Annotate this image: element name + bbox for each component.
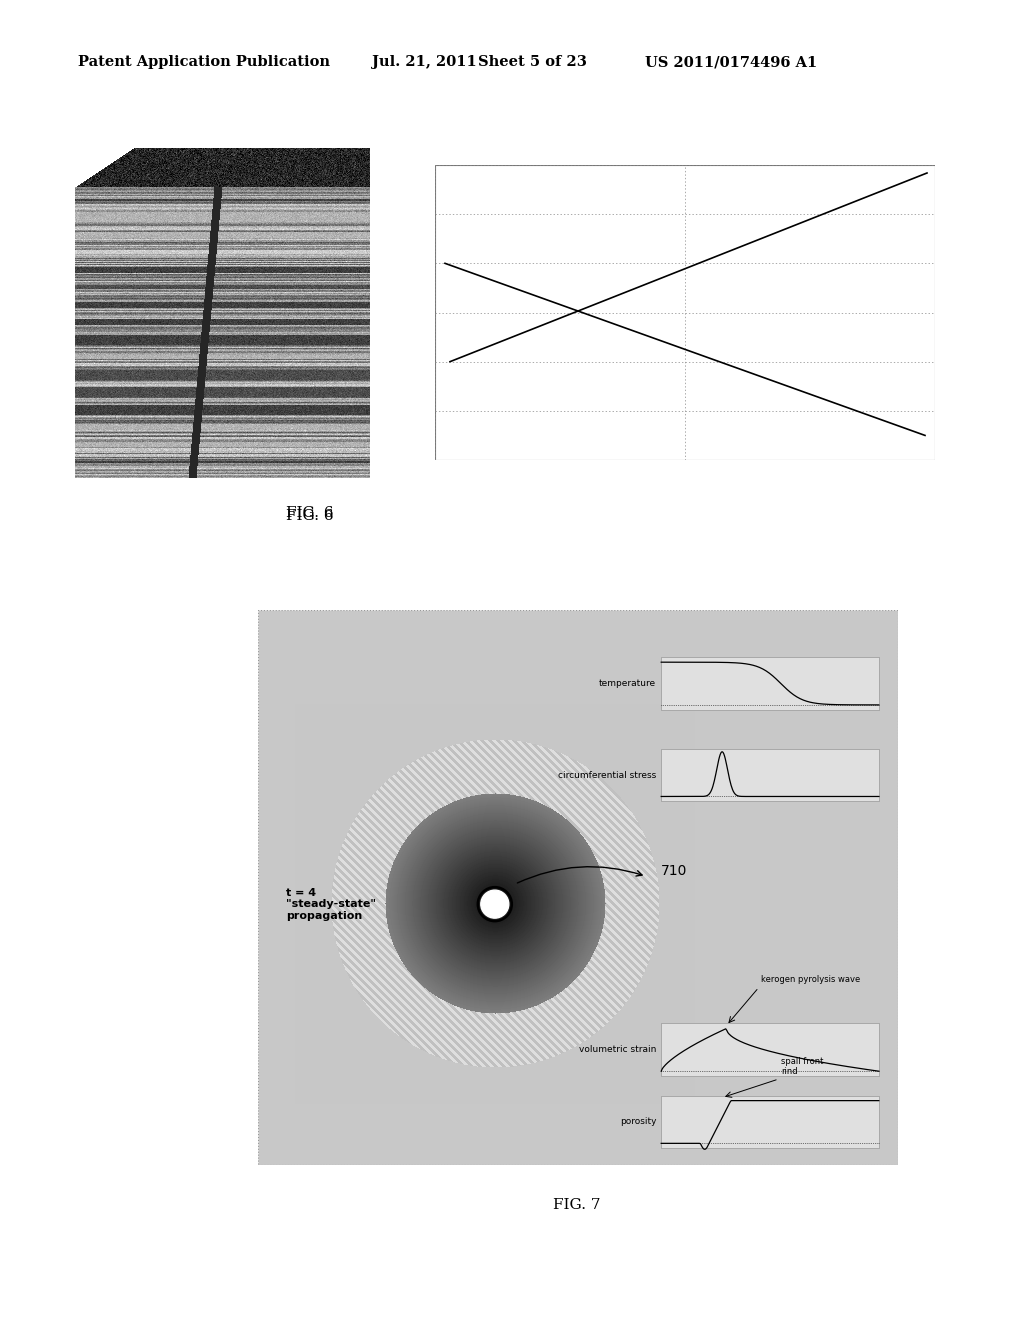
- Text: volumetric strain: volumetric strain: [579, 1045, 656, 1055]
- Text: FIG. 7: FIG. 7: [553, 1199, 601, 1212]
- Text: FIG. 6: FIG. 6: [286, 506, 334, 520]
- Circle shape: [481, 890, 509, 919]
- Text: porosity: porosity: [620, 1118, 656, 1126]
- Bar: [662, 1096, 879, 1148]
- Text: temperature: temperature: [599, 678, 656, 688]
- Text: Sheet 5 of 23: Sheet 5 of 23: [478, 55, 587, 69]
- Text: 710: 710: [662, 865, 687, 878]
- Text: US 2011/0174496 A1: US 2011/0174496 A1: [645, 55, 817, 69]
- Text: kerogen pyrolysis wave: kerogen pyrolysis wave: [761, 975, 860, 985]
- Bar: [662, 1023, 879, 1076]
- Text: t = 4
"steady-state"
propagation: t = 4 "steady-state" propagation: [286, 887, 376, 921]
- Bar: [662, 748, 879, 801]
- Bar: [662, 657, 879, 710]
- Text: FIG. 6: FIG. 6: [286, 510, 334, 523]
- Text: Jul. 21, 2011: Jul. 21, 2011: [372, 55, 477, 69]
- Text: spall front
rind: spall front rind: [780, 1056, 823, 1076]
- Text: circumferential stress: circumferential stress: [558, 771, 656, 780]
- Text: Patent Application Publication: Patent Application Publication: [78, 55, 330, 69]
